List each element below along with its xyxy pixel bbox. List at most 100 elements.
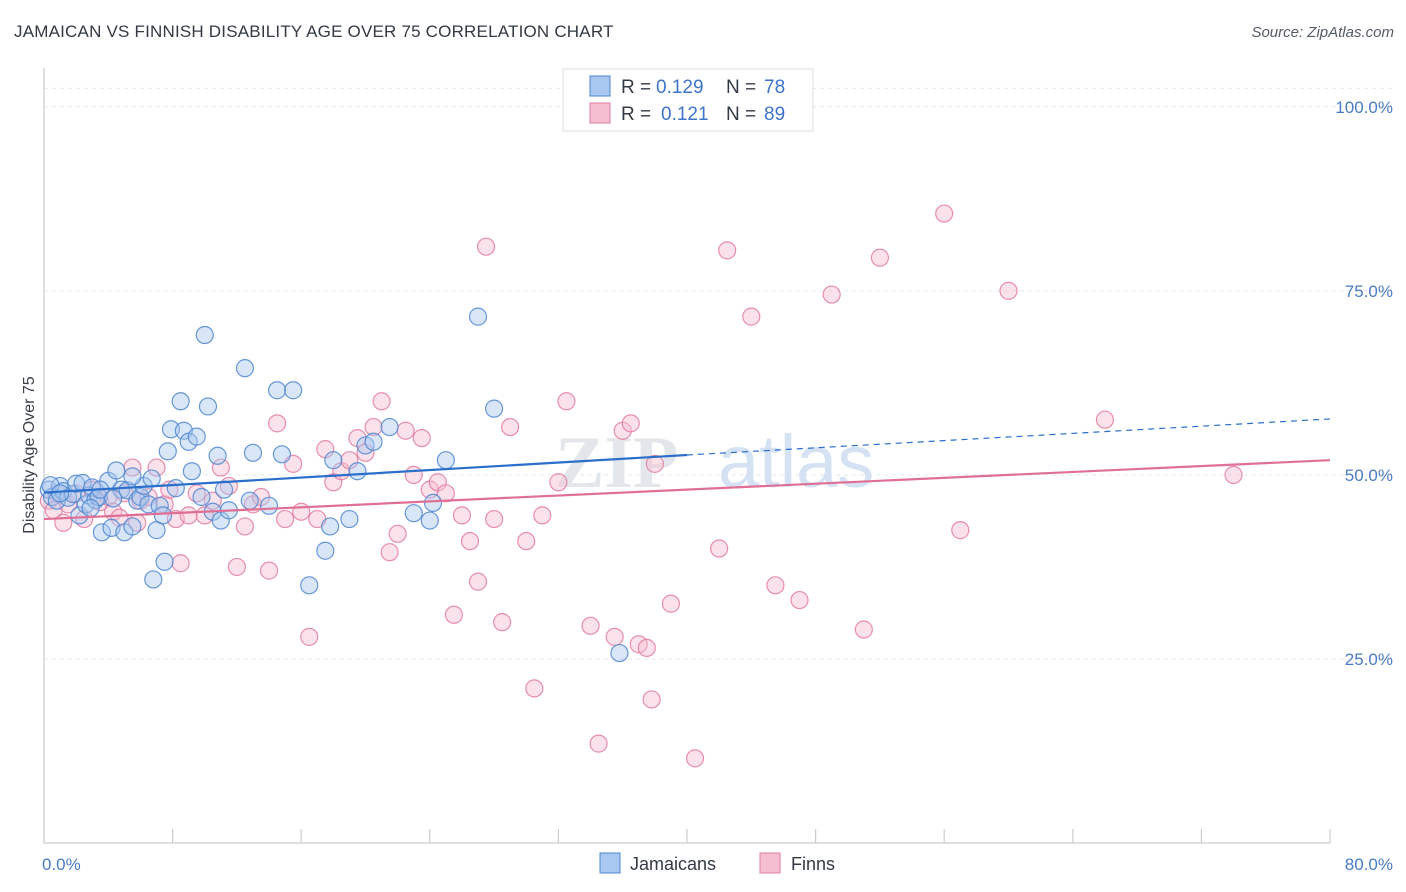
data-point-finns (468, 572, 488, 591)
data-point-finns (235, 517, 255, 536)
data-point-finns (267, 414, 287, 433)
data-point-finns (412, 428, 431, 448)
data-point-finns (404, 465, 423, 485)
y-tick-label: 75.0% (1345, 282, 1393, 301)
trend-line-jamaicans-extension (686, 418, 1331, 456)
data-point-jamaicans (107, 461, 126, 480)
data-point-jamaicans (485, 399, 504, 418)
data-point-finns (766, 576, 785, 595)
data-point-finns (211, 458, 230, 477)
series-jamaicans (39, 307, 629, 663)
data-point-jamaicans (316, 541, 335, 560)
data-point-jamaicans (420, 511, 439, 530)
data-point-jamaicans (284, 381, 303, 400)
bottom-legend-swatch-jamaicans (599, 852, 621, 874)
data-point-jamaicans (171, 392, 190, 411)
legend-n-value-jamaicans: 78 (764, 77, 785, 98)
data-point-finns (396, 421, 415, 440)
trend-line-jamaicans (43, 453, 688, 494)
data-point-finns (637, 638, 656, 658)
watermark: ZIP atlas (555, 420, 874, 504)
data-point-jamaicans (340, 509, 359, 529)
data-point-jamaicans (70, 506, 89, 525)
series-finns (39, 204, 1243, 768)
data-point-jamaicans (364, 432, 383, 451)
data-point-finns (822, 285, 841, 304)
y-tick-label: 100.0% (1335, 98, 1393, 117)
data-point-finns (476, 237, 496, 256)
data-point-jamaicans (195, 325, 214, 345)
x-tick-label-min: 0.0% (42, 855, 81, 874)
data-point-finns (493, 613, 512, 632)
data-point-finns (227, 557, 246, 577)
legend-n-value-finns: 89 (764, 104, 785, 125)
bottom-legend-label-finns: Finns (791, 854, 835, 874)
data-point-finns (179, 506, 198, 525)
data-point-finns (854, 620, 873, 639)
x-tick-label-max: 80.0% (1345, 855, 1393, 874)
data-point-jamaicans (104, 489, 123, 508)
data-point-jamaicans (240, 491, 259, 510)
data-point-jamaicans (300, 576, 319, 595)
data-point-finns (685, 749, 705, 768)
data-point-finns (533, 506, 552, 525)
data-point-finns (259, 561, 279, 580)
data-point-jamaicans (610, 643, 629, 663)
chart-title: JAMAICAN VS FINNISH DISABILITY AGE OVER … (14, 22, 614, 41)
data-point-jamaicans (324, 451, 343, 470)
data-point-finns (621, 414, 640, 433)
series-legend: Jamaicans Finns (599, 852, 835, 874)
data-point-finns (380, 543, 399, 562)
data-point-finns (452, 506, 472, 525)
data-point-jamaicans (166, 479, 185, 498)
trend-line-finns (43, 459, 1331, 521)
data-point-finns (444, 605, 464, 624)
data-point-jamaicans (123, 517, 142, 536)
bottom-legend-label-jamaicans: Jamaicans (630, 854, 716, 874)
legend-n-label-finns: N = (726, 104, 756, 125)
y-tick-label: 25.0% (1345, 650, 1393, 669)
data-point-jamaicans (142, 469, 161, 488)
data-point-jamaicans (380, 417, 399, 437)
data-point-jamaicans (404, 504, 423, 523)
data-point-finns (372, 392, 391, 411)
data-point-jamaicans (208, 446, 227, 465)
data-point-finns (557, 392, 576, 411)
source-label: Source: ZipAtlas.com (1251, 24, 1394, 41)
data-point-finns (999, 281, 1018, 300)
data-point-finns (642, 690, 661, 709)
data-point-finns (292, 502, 311, 521)
data-point-jamaicans (144, 570, 163, 589)
data-point-jamaicans (81, 498, 100, 518)
data-point-jamaicans (214, 480, 234, 499)
data-point-finns (1224, 465, 1243, 485)
data-point-finns (710, 539, 729, 558)
data-point-jamaicans (259, 496, 279, 515)
legend-n-label-jamaicans: N = (726, 77, 756, 98)
data-point-finns (171, 554, 190, 573)
data-point-jamaicans (192, 487, 211, 507)
data-point-jamaicans (267, 381, 287, 400)
data-point-jamaicans (321, 517, 340, 536)
data-point-finns (549, 473, 568, 492)
data-point-finns (605, 627, 624, 646)
data-point-jamaicans (155, 552, 174, 571)
data-point-jamaicans (123, 467, 142, 486)
data-point-finns (951, 521, 970, 540)
data-point-finns (1095, 410, 1115, 429)
data-point-finns (388, 524, 407, 543)
data-point-jamaicans (182, 462, 201, 481)
y-axis-title: Disability Age Over 75 (21, 376, 38, 534)
data-point-finns (300, 627, 319, 646)
legend-r-value-jamaicans: 0.129 (656, 77, 704, 98)
data-point-finns (517, 532, 536, 551)
legend-swatch-jamaicans (589, 75, 611, 97)
trend-lines (43, 418, 1331, 521)
data-point-jamaicans (348, 462, 367, 481)
data-point-finns (661, 594, 681, 613)
data-point-jamaicans (243, 443, 263, 462)
data-point-jamaicans (235, 359, 255, 378)
data-point-finns (436, 484, 455, 503)
bottom-legend-swatch-finns (759, 852, 781, 874)
